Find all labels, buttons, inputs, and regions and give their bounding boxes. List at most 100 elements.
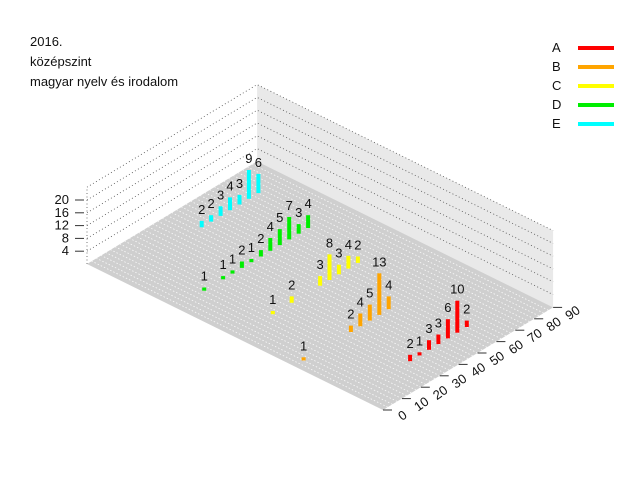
legend-swatch-a xyxy=(578,45,614,50)
bar-value-label: 10 xyxy=(450,282,464,297)
floor-grid-line xyxy=(252,163,549,311)
floor-grid-line xyxy=(119,243,417,391)
bar xyxy=(239,261,244,268)
floor-grid-line xyxy=(242,169,540,317)
bar-value-label: 6 xyxy=(444,300,451,315)
x-tick-label: 60 xyxy=(506,337,526,358)
bar-value-label: 3 xyxy=(335,246,342,261)
bar-value-label: 3 xyxy=(295,205,302,220)
bar-value-label: 1 xyxy=(201,269,208,284)
bar-value-label: 3 xyxy=(435,316,442,331)
legend-label-a: A xyxy=(552,40,561,55)
x-tick-label: 10 xyxy=(411,394,431,415)
floor-grid-line xyxy=(96,257,393,405)
bar-value-label: 2 xyxy=(198,202,205,217)
floor-grid-line xyxy=(105,252,403,399)
bar xyxy=(445,319,450,339)
bar xyxy=(367,304,372,321)
bar xyxy=(355,256,360,263)
bar xyxy=(270,311,275,315)
bar xyxy=(256,173,261,194)
floor-grid-line xyxy=(134,235,431,382)
z-tick-label: 20 xyxy=(55,192,69,207)
bar-value-label: 4 xyxy=(345,237,352,252)
bar xyxy=(464,320,469,327)
series-e: 2 234 39 6 xyxy=(198,151,262,228)
bar xyxy=(202,287,207,291)
floor-grid-line xyxy=(186,203,483,351)
bar xyxy=(277,229,282,246)
bar xyxy=(237,194,242,205)
bar-value-label: 2 xyxy=(463,302,470,317)
floor-grid-line xyxy=(100,255,398,402)
floor-grid-line xyxy=(115,246,412,394)
bar xyxy=(199,220,204,228)
legend-swatch-d xyxy=(578,102,614,107)
bar-value-label: 5 xyxy=(276,210,283,225)
bar xyxy=(289,296,294,303)
bar-value-label: 4 xyxy=(304,196,311,211)
floor-grid-line xyxy=(214,186,511,334)
floor-grid-line xyxy=(204,192,502,340)
bar-value-label: 2 xyxy=(257,231,264,246)
legend-label-b: B xyxy=(552,59,561,74)
floor-grid-line xyxy=(129,237,426,385)
bar xyxy=(209,215,214,222)
bar-value-label: 3 xyxy=(425,321,432,336)
floor-grid-line xyxy=(176,209,473,357)
x-tick-label: 20 xyxy=(430,382,450,403)
bar xyxy=(268,238,273,251)
bar xyxy=(306,215,311,228)
bar xyxy=(296,224,301,234)
x-tick-label: 50 xyxy=(487,348,507,369)
bar xyxy=(348,325,353,332)
legend-swatch-b xyxy=(578,64,614,69)
bar-value-label: 6 xyxy=(255,155,262,170)
x-tick-label: 80 xyxy=(543,314,563,335)
bar-value-label: 8 xyxy=(326,235,333,250)
legend-label-e: E xyxy=(552,116,561,131)
back-wall xyxy=(257,84,554,308)
bar-value-label: 1 xyxy=(219,257,226,272)
bar-value-label: 13 xyxy=(372,254,386,269)
x-tick-label: 40 xyxy=(468,359,488,380)
bar xyxy=(346,255,351,269)
legend-swatch-c xyxy=(578,83,614,88)
x-tick-label: 90 xyxy=(562,302,582,323)
legend-item-c: C xyxy=(546,76,614,95)
bar-value-label: 3 xyxy=(236,176,243,191)
floor-grid-line xyxy=(167,215,464,362)
chart-title-line-1: 2016. xyxy=(30,34,63,49)
bar-value-label: 2 xyxy=(288,277,295,292)
floor-grid-line xyxy=(223,180,521,328)
bar xyxy=(246,170,251,199)
bar xyxy=(228,197,232,211)
bar xyxy=(455,300,460,333)
floor-grid-line xyxy=(162,218,459,365)
bar-value-label: 5 xyxy=(366,286,373,301)
bar-value-label: 2 xyxy=(406,336,413,351)
bar xyxy=(287,217,292,240)
bar xyxy=(427,340,431,350)
bar xyxy=(221,276,226,280)
x-tick-label: 30 xyxy=(449,371,469,392)
x-tick-label: 0 xyxy=(395,407,410,423)
bar xyxy=(327,254,332,280)
bar-value-label: 9 xyxy=(245,151,252,166)
bar xyxy=(386,296,391,310)
bar-value-label: 7 xyxy=(286,198,293,213)
x-tick-label: 70 xyxy=(524,325,544,346)
bar xyxy=(377,273,382,315)
chart-title-line-3: magyar nyelv és irodalom xyxy=(30,74,179,89)
legend-swatch-e xyxy=(578,121,614,126)
legend-item-b: B xyxy=(546,57,614,76)
legend-label-d: D xyxy=(552,97,562,112)
legend: A B C D E xyxy=(546,38,614,133)
bar xyxy=(417,352,422,356)
bar-value-label: 2 xyxy=(354,238,361,253)
